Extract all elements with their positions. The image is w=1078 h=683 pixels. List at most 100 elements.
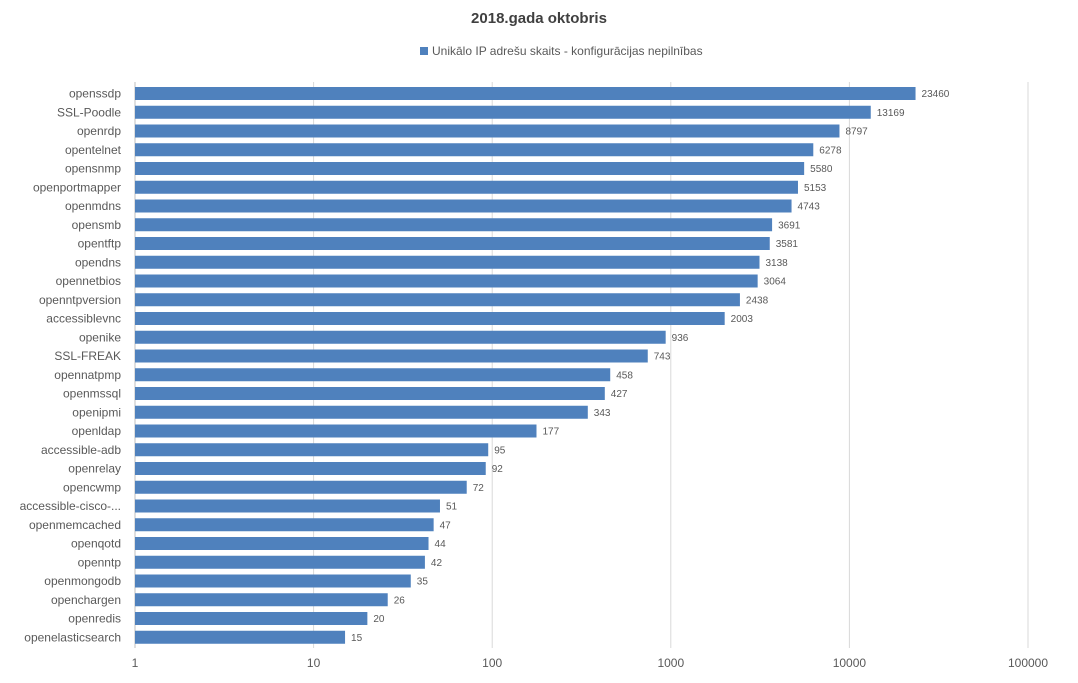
bar: [135, 537, 429, 550]
bar: [135, 237, 770, 250]
category-label: opensnmp: [65, 162, 121, 176]
data-label: 3064: [764, 277, 787, 288]
data-label: 44: [435, 539, 447, 550]
category-label: openike: [79, 330, 121, 344]
legend-label: Unikālo IP adrešu skaits - konfigurācija…: [432, 44, 703, 58]
data-label: 95: [494, 445, 506, 456]
bar: [135, 499, 440, 513]
data-label: 458: [616, 370, 633, 381]
data-label: 6278: [819, 145, 842, 156]
data-label: 3691: [778, 220, 801, 231]
bar: [135, 180, 798, 194]
x-tick-label: 10: [307, 656, 321, 670]
data-label: 936: [672, 333, 689, 344]
bar: [135, 612, 368, 625]
category-label: opentftp: [78, 237, 122, 251]
bar: [135, 218, 773, 232]
data-label: 35: [417, 577, 429, 588]
data-label: 743: [654, 352, 671, 363]
category-label: SSL-Poodle: [57, 105, 121, 119]
data-label: 51: [446, 502, 458, 513]
bar: [135, 274, 758, 288]
data-label: 13169: [877, 108, 905, 119]
bar: [135, 349, 648, 363]
category-label: openqotd: [71, 537, 121, 551]
category-label: openntp: [78, 555, 122, 569]
data-label: 92: [492, 464, 504, 475]
bar: [135, 105, 871, 119]
x-tick-label: 1000: [657, 656, 684, 670]
category-label: openssdp: [69, 87, 121, 101]
data-label: 26: [394, 595, 406, 606]
data-label: 2438: [746, 295, 769, 306]
data-label: 3138: [766, 258, 789, 269]
x-tick-label: 10000: [833, 656, 867, 670]
bar: [135, 574, 411, 588]
bar: [135, 199, 792, 213]
category-label: accessible-cisco-...: [20, 499, 121, 513]
data-label: 177: [542, 427, 559, 438]
category-label: opentelnet: [65, 143, 122, 157]
data-label: 4743: [798, 202, 821, 213]
data-label: 23460: [922, 89, 950, 100]
category-label: openelasticsearch: [24, 630, 121, 644]
bar: [135, 87, 916, 100]
category-label: accessiblevnc: [46, 312, 121, 326]
bar: [135, 124, 840, 138]
category-label: openrelay: [68, 462, 121, 476]
bar: [135, 162, 805, 175]
category-label: openmssql: [63, 387, 121, 401]
category-label: openldap: [72, 424, 122, 438]
legend-swatch: [420, 47, 428, 55]
category-label: openmemcached: [29, 518, 121, 532]
data-label: 5153: [804, 183, 827, 194]
bar: [135, 462, 486, 475]
category-label: openipmi: [72, 405, 121, 419]
category-label: SSL-FREAK: [54, 349, 121, 363]
data-label: 3581: [776, 239, 799, 250]
data-label: 5580: [810, 164, 833, 175]
bar: [135, 518, 434, 532]
bar: [135, 630, 346, 644]
category-label: openntpversion: [39, 293, 121, 307]
category-label: opennatpmp: [54, 368, 121, 382]
data-label: 47: [440, 520, 452, 531]
category-label: openchargen: [51, 593, 121, 607]
category-label: openmdns: [65, 199, 121, 213]
bar: [135, 555, 425, 569]
bar: [135, 293, 740, 307]
bar: [135, 330, 666, 344]
bar: [135, 387, 605, 400]
bar: [135, 143, 814, 157]
data-label: 343: [594, 408, 611, 419]
category-label: accessible-adb: [41, 443, 121, 457]
category-label: opennetbios: [56, 274, 121, 288]
data-label: 427: [611, 389, 628, 400]
x-tick-label: 100: [482, 656, 502, 670]
data-label: 8797: [845, 127, 868, 138]
x-tick-label: 1: [132, 656, 139, 670]
bar: [135, 255, 760, 269]
category-label: openredis: [68, 612, 121, 626]
category-label: opensmb: [72, 218, 122, 232]
category-label: openrdp: [77, 124, 121, 138]
x-tick-label: 100000: [1008, 656, 1048, 670]
chart-title: 2018.gada oktobris: [471, 10, 607, 27]
bar: [135, 424, 537, 438]
data-label: 42: [431, 558, 443, 569]
bar: [135, 443, 489, 457]
category-label: openmongodb: [44, 574, 121, 588]
data-label: 2003: [731, 314, 754, 325]
bar: [135, 312, 725, 325]
category-label: opencwmp: [63, 480, 121, 494]
bar: [135, 593, 388, 607]
bar: [135, 368, 611, 382]
category-label: openportmapper: [33, 180, 121, 194]
bar: [135, 405, 588, 419]
bar: [135, 480, 467, 494]
data-label: 15: [351, 633, 363, 644]
data-label: 20: [373, 614, 385, 625]
legend: Unikālo IP adrešu skaits - konfigurācija…: [420, 44, 703, 58]
